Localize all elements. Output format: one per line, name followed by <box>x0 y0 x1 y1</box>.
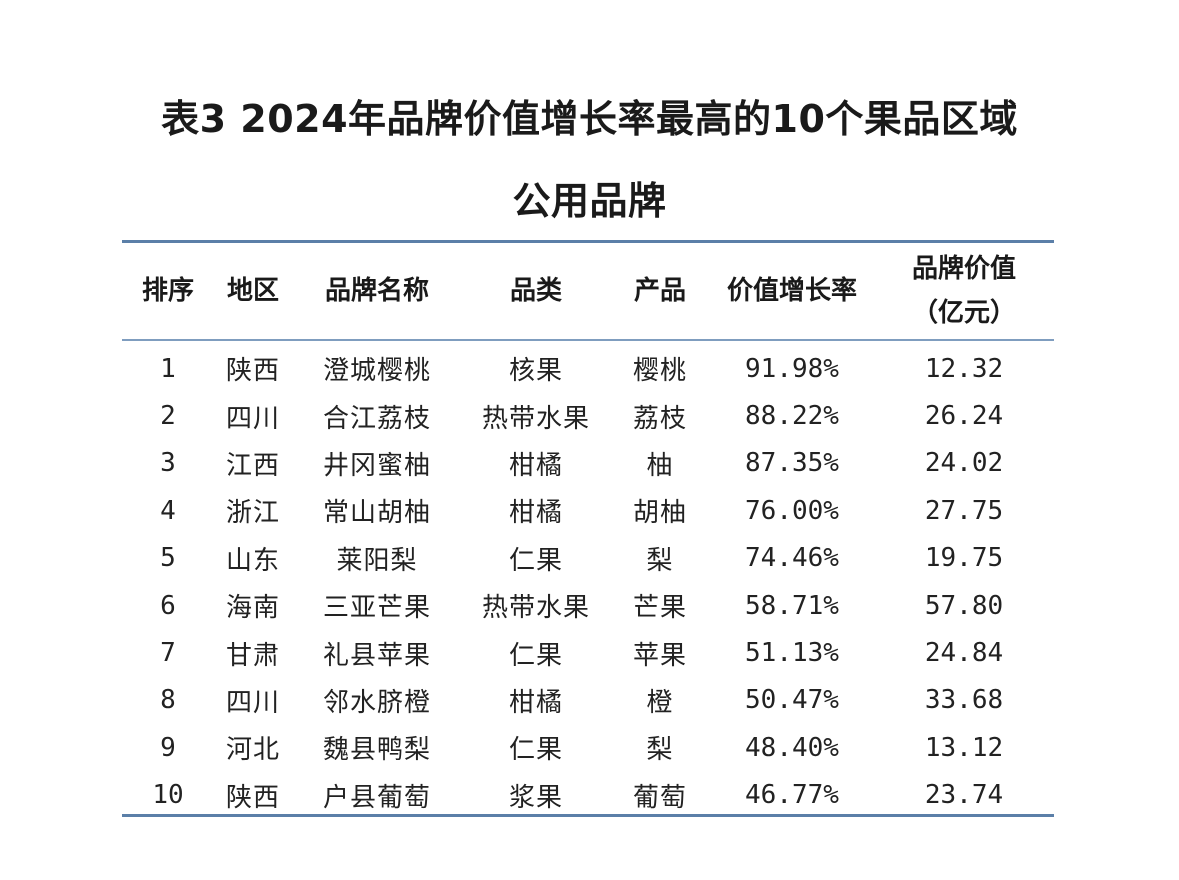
cell-growth-rate: 74.46% <box>745 543 839 574</box>
cell-brand-value: 33.68 <box>924 685 1004 716</box>
table-header-rule <box>122 339 1054 341</box>
cell-growth-rate: 46.77% <box>745 780 839 811</box>
table-bottom-rule <box>122 814 1054 817</box>
cell-category: 热带水果 <box>481 403 590 434</box>
cell-growth-rate: 58.71% <box>745 590 839 621</box>
page-title-continued: 公用品牌 <box>512 179 667 223</box>
header-brand-value: 品牌价值 （亿元） <box>874 243 1054 339</box>
header-category: 品类 <box>509 276 562 306</box>
cell-growth-rate: 87.35% <box>745 448 839 479</box>
table-row: 6 海南 三亚芒果 热带水果 芒果 58.71% 57.80 <box>122 582 1054 629</box>
cell-brand-value: 13.12 <box>924 732 1004 763</box>
cell-rank: 10 <box>152 780 184 811</box>
cell-product: 芒果 <box>632 593 687 624</box>
cell-rank: 4 <box>160 495 176 526</box>
cell-brand: 三亚芒果 <box>322 593 431 624</box>
cell-brand-value: 57.80 <box>924 590 1004 621</box>
cell-region: 河北 <box>225 735 280 766</box>
cell-rank: 7 <box>160 638 176 669</box>
header-brand-value-line1: 品牌价值 <box>911 254 1016 284</box>
cell-category: 热带水果 <box>481 593 590 624</box>
cell-category: 核果 <box>508 356 563 387</box>
cell-product: 胡柚 <box>632 498 687 529</box>
header-product: 产品 <box>633 276 686 306</box>
header-brand-value-line2: （亿元） <box>911 298 1016 328</box>
cell-product: 葡萄 <box>632 782 687 813</box>
cell-category: 浆果 <box>508 782 563 813</box>
cell-brand-value: 26.24 <box>924 401 1004 432</box>
table-body: 1 陕西 澄城樱桃 核果 樱桃 91.98% 12.32 2 四川 合江荔枝 热带水果 荔枝 88.22… <box>122 339 1054 819</box>
cell-brand: 合江荔枝 <box>322 403 431 434</box>
cell-growth-rate: 51.13% <box>745 638 839 669</box>
cell-growth-rate: 76.00% <box>745 495 839 526</box>
cell-brand-value: 23.74 <box>924 780 1004 811</box>
cell-brand: 澄城樱桃 <box>322 356 431 387</box>
cell-brand: 户县葡萄 <box>322 782 431 813</box>
header-rank: 排序 <box>141 276 194 306</box>
cell-growth-rate: 50.47% <box>745 685 839 716</box>
cell-rank: 3 <box>160 448 176 479</box>
table-row: 9 河北 魏县鸭梨 仁果 梨 48.40% 13.12 <box>122 724 1054 771</box>
table-row: 10 陕西 户县葡萄 浆果 葡萄 46.77% 23.74 <box>122 772 1054 819</box>
cell-product: 樱桃 <box>632 356 687 387</box>
cell-growth-rate: 91.98% <box>745 353 839 384</box>
cell-rank: 8 <box>160 685 176 716</box>
cell-region: 陕西 <box>225 782 280 813</box>
cell-category: 柑橘 <box>508 687 563 718</box>
cell-region: 四川 <box>225 687 280 718</box>
cell-brand-value: 12.32 <box>924 353 1004 384</box>
header-growth-rate: 价值增长率 <box>726 276 857 306</box>
cell-rank: 2 <box>160 401 176 432</box>
cell-product: 苹果 <box>632 640 687 671</box>
cell-product: 橙 <box>646 687 674 718</box>
cell-growth-rate: 88.22% <box>745 401 839 432</box>
cell-brand-value: 27.75 <box>924 495 1004 526</box>
table-header-row: 排序 地区 品牌名称 品类 产品 价值增长率 品牌价值 （亿元） <box>122 243 1054 339</box>
cell-region: 海南 <box>225 593 280 624</box>
header-brand: 品牌名称 <box>324 276 429 306</box>
cell-brand: 礼县苹果 <box>322 640 431 671</box>
table-top-rule <box>122 240 1054 243</box>
table-row: 7 甘肃 礼县苹果 仁果 苹果 51.13% 24.84 <box>122 629 1054 676</box>
cell-growth-rate: 48.40% <box>745 732 839 763</box>
cell-category: 仁果 <box>508 640 563 671</box>
cell-brand: 邻水脐橙 <box>322 687 431 718</box>
cell-brand: 常山胡柚 <box>322 498 431 529</box>
table-row: 2 四川 合江荔枝 热带水果 荔枝 88.22% 26.24 <box>122 392 1054 439</box>
cell-category: 仁果 <box>508 545 563 576</box>
cell-brand: 魏县鸭梨 <box>322 735 431 766</box>
table-row: 1 陕西 澄城樱桃 核果 樱桃 91.98% 12.32 <box>122 339 1054 392</box>
cell-category: 柑橘 <box>508 498 563 529</box>
cell-brand-value: 19.75 <box>924 543 1004 574</box>
table-row: 5 山东 莱阳梨 仁果 梨 74.46% 19.75 <box>122 535 1054 582</box>
cell-rank: 5 <box>160 543 176 574</box>
header-region: 地区 <box>226 276 279 306</box>
cell-region: 四川 <box>225 403 280 434</box>
cell-brand-value: 24.84 <box>924 638 1004 669</box>
table-row: 3 江西 井冈蜜柚 柑橘 柚 87.35% 24.02 <box>122 440 1054 487</box>
cell-rank: 9 <box>160 732 176 763</box>
cell-region: 陕西 <box>225 356 280 387</box>
cell-product: 荔枝 <box>632 403 687 434</box>
page-title: 表3 2024年品牌价值增长率最高的10个果品区域 <box>161 97 1018 141</box>
cell-brand-value: 24.02 <box>924 448 1004 479</box>
cell-product: 柚 <box>646 450 674 481</box>
cell-region: 江西 <box>225 450 280 481</box>
cell-rank: 1 <box>160 353 176 384</box>
cell-region: 甘肃 <box>225 640 280 671</box>
cell-brand: 莱阳梨 <box>336 545 418 576</box>
cell-category: 柑橘 <box>508 450 563 481</box>
cell-region: 山东 <box>225 545 280 576</box>
cell-product: 梨 <box>646 545 674 576</box>
table-row: 4 浙江 常山胡柚 柑橘 胡柚 76.00% 27.75 <box>122 487 1054 534</box>
cell-product: 梨 <box>646 735 674 766</box>
cell-category: 仁果 <box>508 735 563 766</box>
cell-rank: 6 <box>160 590 176 621</box>
table-row: 8 四川 邻水脐橙 柑橘 橙 50.47% 33.68 <box>122 677 1054 724</box>
brand-value-table: 排序 地区 品牌名称 品类 产品 价值增长率 品牌价值 （亿元） 1 陕西 澄城樱桃… <box>122 243 1054 819</box>
cell-region: 浙江 <box>225 498 280 529</box>
cell-brand: 井冈蜜柚 <box>322 450 431 481</box>
